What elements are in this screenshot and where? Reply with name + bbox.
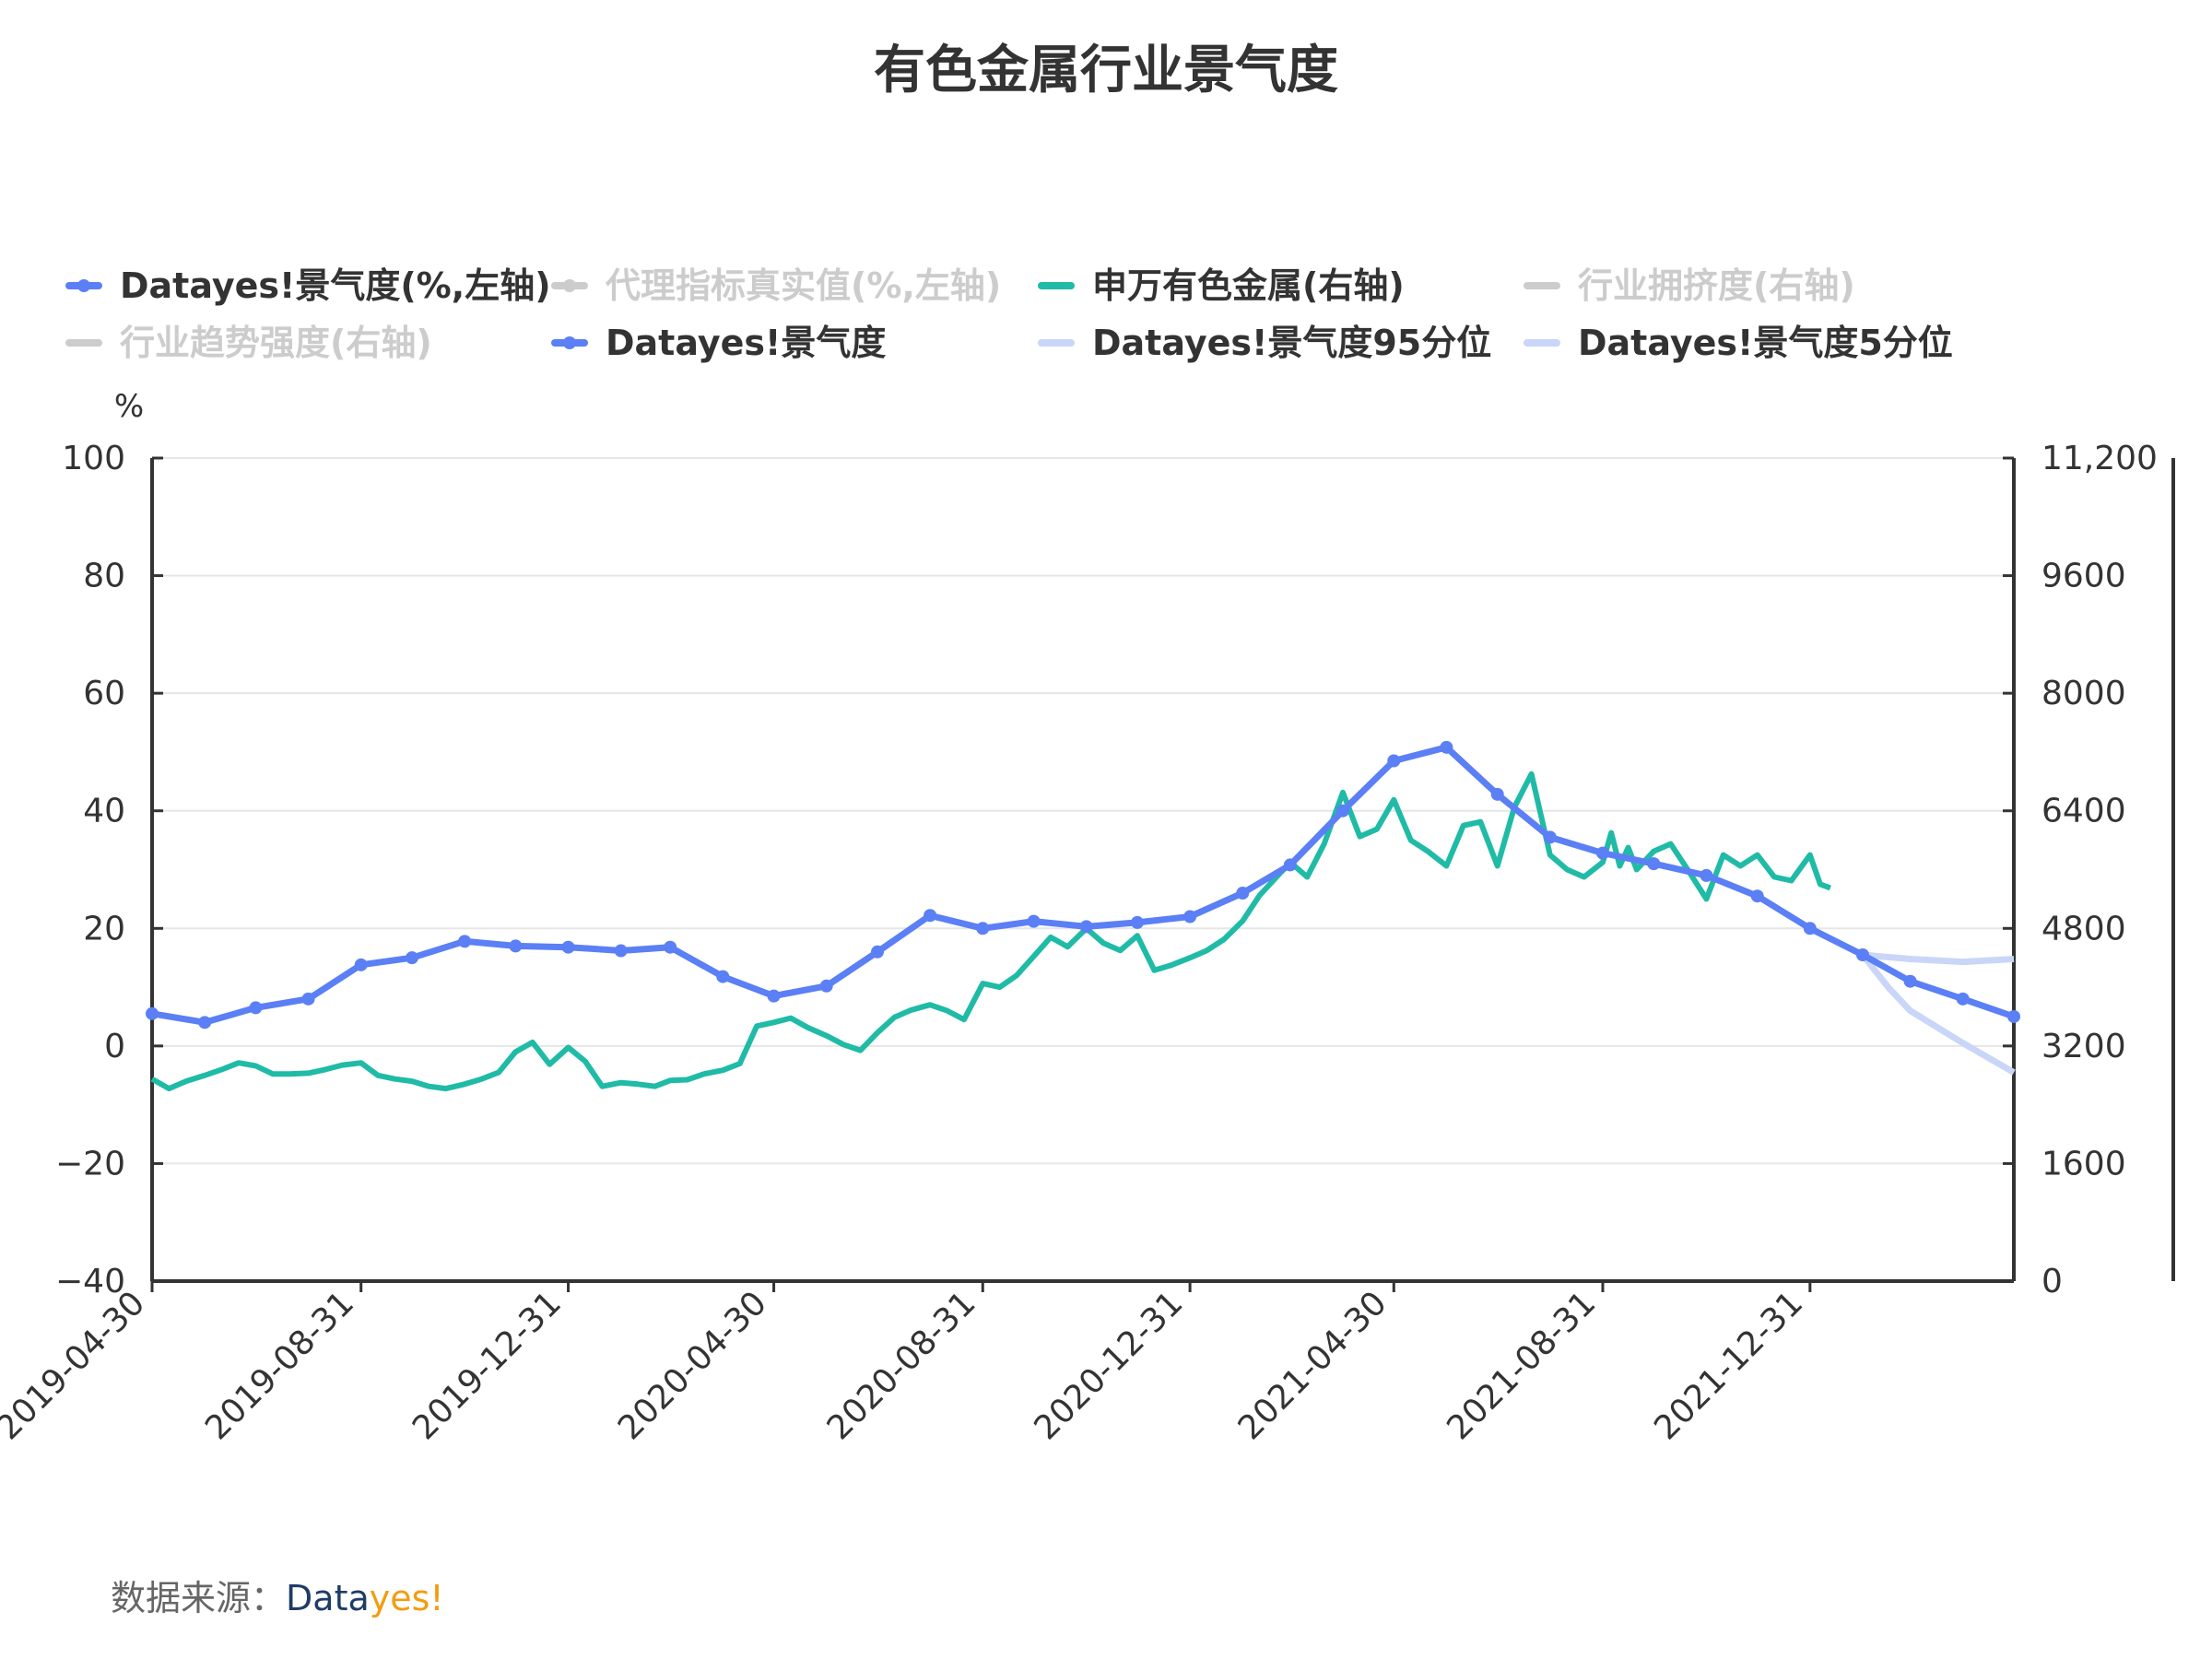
- data-point: [819, 979, 833, 993]
- legend-label: Datayes!景气度5分位: [1578, 323, 1953, 363]
- data-point: [405, 951, 418, 965]
- data-point: [198, 1016, 212, 1030]
- series-line-p5: [1860, 952, 2016, 1076]
- left-tick-label: −40: [55, 1263, 125, 1300]
- data-point: [301, 992, 315, 1006]
- right-tick-label: 4800: [2041, 910, 2126, 947]
- data-point: [1750, 889, 1764, 903]
- data-point: [614, 944, 628, 958]
- data-point: [1387, 754, 1401, 768]
- x-tick-label: 2019-04-30: [0, 1284, 152, 1447]
- data-point: [1956, 992, 1970, 1006]
- legend-label: Datayes!景气度(%,左轴): [120, 265, 551, 306]
- data-point: [1440, 740, 1453, 754]
- left-tick-label: 0: [104, 1028, 125, 1065]
- svg-text:数据来源：Datayes!: 数据来源：Datayes!: [111, 1578, 444, 1618]
- source-brand-yes: yes!: [370, 1578, 444, 1618]
- series-line-shenwan: [150, 771, 1831, 1092]
- x-tick-label: 2020-08-31: [820, 1284, 983, 1447]
- x-tick-label: 2020-12-31: [1028, 1284, 1191, 1447]
- data-point: [1595, 846, 1609, 860]
- x-tick-label: 2019-12-31: [406, 1284, 569, 1447]
- x-tick-label: 2019-08-31: [198, 1284, 361, 1447]
- plot-area: [146, 740, 2020, 1092]
- left-tick-label: 40: [83, 793, 125, 830]
- data-point: [976, 922, 990, 935]
- left-tick-label: −20: [55, 1145, 125, 1182]
- chart-title: 有色金属行业景气度: [874, 41, 1338, 100]
- data-point: [249, 1001, 263, 1015]
- data-point: [767, 989, 781, 1003]
- data-point: [354, 958, 368, 971]
- right-tick-label: 3200: [2041, 1028, 2126, 1065]
- data-point: [1027, 914, 1041, 928]
- legend-label: 行业趋势强度(右轴): [120, 323, 432, 363]
- data-point: [458, 935, 472, 948]
- legend-dot: [563, 336, 576, 349]
- x-tick-label: 2021-08-31: [1440, 1284, 1603, 1447]
- data-point: [924, 909, 937, 923]
- data-point: [1130, 915, 1144, 929]
- data-point: [1183, 910, 1197, 924]
- source-brand-data: Data: [286, 1578, 370, 1618]
- data-point: [716, 970, 730, 983]
- legend-label: 行业拥挤度(右轴): [1578, 265, 1855, 306]
- legend-dot: [563, 279, 576, 292]
- data-point: [561, 940, 575, 954]
- x-tick-label: 2021-12-31: [1647, 1284, 1810, 1447]
- data-point: [1543, 830, 1557, 844]
- axes: 100 11,200 80 9600 60 8000 40 6400 20 4800 0 3200 −2…: [0, 440, 2175, 1447]
- right-tick-label: 6400: [2041, 793, 2126, 830]
- grid: [152, 457, 2014, 1165]
- left-tick-label: 20: [83, 910, 125, 947]
- data-point: [509, 939, 523, 953]
- x-tick-label: 2021-04-30: [1231, 1284, 1394, 1447]
- data-point: [1335, 804, 1349, 818]
- source-note: 数据来源：Datayes!: [111, 1578, 444, 1618]
- legend-label: 申万有色金属(右轴): [1092, 265, 1405, 306]
- legend: Datayes!景气度(%,左轴) 代理指标真实值(%,左轴) 申万有色金属(右轴)…: [65, 265, 1953, 363]
- legend-label: Datayes!景气度: [606, 323, 886, 363]
- series-line-p95: [1862, 951, 2015, 966]
- legend-dot: [77, 279, 90, 292]
- data-point: [1283, 858, 1297, 872]
- left-tick-label: 100: [62, 440, 125, 477]
- right-tick-label: 1600: [2041, 1145, 2126, 1182]
- data-point: [1803, 922, 1817, 935]
- right-tick-label: 0: [2041, 1263, 2063, 1300]
- series-line-datayes: [151, 744, 1812, 1026]
- left-tick-label: 60: [83, 675, 125, 712]
- data-point: [1647, 857, 1661, 871]
- left-tick-label: 80: [83, 558, 125, 595]
- data-point: [1700, 868, 1713, 882]
- right-tick-label: 8000: [2041, 675, 2126, 712]
- data-point: [146, 1006, 159, 1020]
- data-point: [1490, 787, 1504, 801]
- legend-label: 代理指标真实值(%,左轴): [606, 265, 1001, 306]
- data-point: [664, 940, 677, 954]
- data-point: [870, 945, 884, 959]
- left-axis-unit: %: [114, 388, 144, 425]
- legend-label: Datayes!景气度95分位: [1092, 323, 1491, 363]
- right-tick-label: 9600: [2041, 558, 2126, 595]
- data-point: [1236, 887, 1250, 900]
- data-point: [1079, 920, 1093, 934]
- data-point: [1855, 947, 1869, 961]
- data-point: [1903, 974, 1917, 988]
- data-point: [2007, 1009, 2020, 1023]
- right-tick-label: 11,200: [2041, 440, 2158, 477]
- x-tick-label: 2020-04-30: [611, 1284, 774, 1447]
- source-label: 数据来源：: [111, 1578, 286, 1618]
- series-line-datayes-forecast: [1808, 925, 2016, 1020]
